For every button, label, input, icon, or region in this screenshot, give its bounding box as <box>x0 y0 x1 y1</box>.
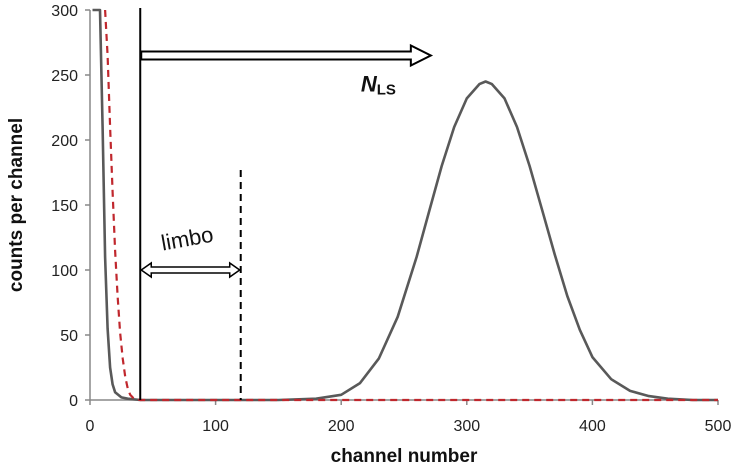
x-ticks: 0 100 200 300 400 500 <box>86 400 732 435</box>
x-tick-label: 500 <box>705 418 732 435</box>
y-tick-label: 150 <box>51 198 78 215</box>
y-tick-label: 200 <box>51 133 78 150</box>
y-tick-label: 0 <box>69 393 78 410</box>
nls-label: NLS <box>361 72 396 99</box>
nls-arrow <box>140 43 434 68</box>
limbo-arrow-shape <box>139 261 242 279</box>
y-ticks: 0 50 100 150 200 250 300 <box>51 3 90 410</box>
nls-arrow-shape <box>140 43 434 68</box>
y-axis-title: counts per channel <box>6 118 27 292</box>
x-axis-title: channel number <box>331 446 478 467</box>
x-tick-label: 200 <box>328 418 355 435</box>
y-tick-label: 100 <box>51 263 78 280</box>
x-tick-label: 0 <box>86 418 95 435</box>
x-tick-label: 300 <box>453 418 480 435</box>
limbo-label: limbo <box>159 222 215 256</box>
series-dashed-line <box>104 9 718 402</box>
x-tick-label: 100 <box>202 418 229 435</box>
y-tick-label: 50 <box>60 328 78 345</box>
nls-label-subscript: LS <box>377 82 396 99</box>
series-solid-line <box>92 8 718 402</box>
x-tick-label: 400 <box>579 418 606 435</box>
y-tick-label: 250 <box>51 68 78 85</box>
y-tick-label: 300 <box>51 3 78 20</box>
limbo-double-arrow <box>139 261 242 279</box>
nls-label-main: N <box>361 72 378 97</box>
